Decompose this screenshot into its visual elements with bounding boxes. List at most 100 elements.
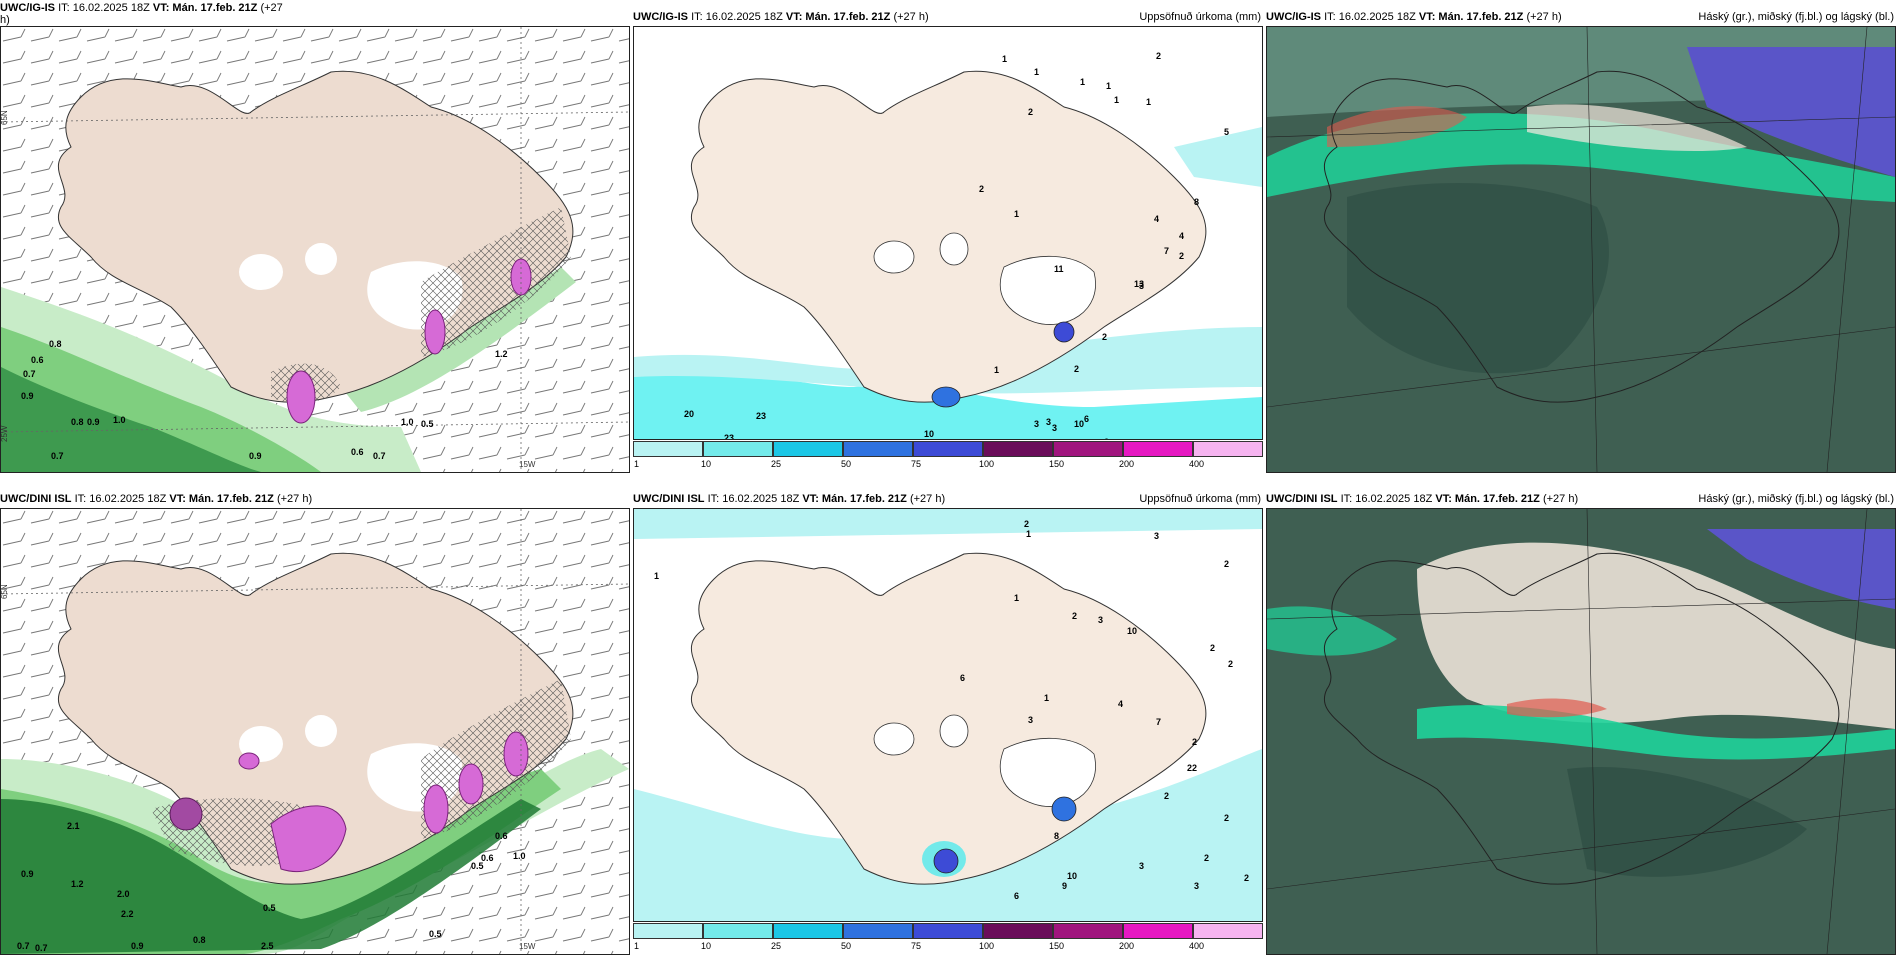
precip-core — [238, 752, 260, 770]
field-value: 0.6 — [481, 853, 494, 863]
model-label: UWC/IG-IS — [1266, 11, 1321, 23]
panel-top-middle: UWC/IG-IS IT: 16.02.2025 18Z VT: Mán. 17… — [633, 8, 1263, 478]
grid-lines — [1267, 27, 1895, 472]
field-value: 2 — [1179, 251, 1184, 261]
legend-label: 200 — [1119, 459, 1135, 469]
legend-swatch — [1123, 441, 1193, 457]
valid-time: VT: Mán. 17.feb. 21Z — [802, 493, 907, 505]
field-value: 10 — [1067, 871, 1077, 881]
field-value: 0.6 — [495, 831, 508, 841]
iceland-outline — [1323, 70, 1840, 403]
panel-top-right: UWC/IG-IS IT: 16.02.2025 18Z VT: Mán. 17… — [1266, 8, 1896, 478]
field-value: 22 — [1187, 763, 1197, 773]
field-value: 1 — [654, 571, 659, 581]
precip-core — [286, 370, 316, 424]
axis-label: 65N — [1, 584, 9, 599]
field-value: 1.2 — [71, 879, 84, 889]
precip-core — [169, 797, 203, 831]
precip-legend-labels: 1 10 25 50 75 100 150 200 400 — [633, 459, 1263, 471]
field-value: 1.0 — [113, 415, 126, 425]
legend-swatch — [1193, 923, 1263, 939]
field-values: 0.80.60.70.90.8 0.9 1.0 0.50.7 0.6 0.70.91.21… — [21, 339, 508, 461]
field-value: 0.9 — [249, 451, 262, 461]
hatch-region — [421, 207, 571, 357]
map-svg: 65N 25W 15W 0.80.60.70.90.8 0.9 1.0 0.50.7 0… — [1, 27, 629, 472]
field-values: 2.10.91.22.02.20.90.7 0.70.80.50.60.51.00… — [17, 821, 526, 953]
field-value: 1 — [1034, 67, 1039, 77]
field-value: 8 — [1054, 831, 1059, 841]
field-value: 1 — [1014, 209, 1019, 219]
map-svg: 121321231026124732222283210964924232423 — [634, 509, 1262, 921]
glacier — [999, 737, 1096, 807]
precip-sea-light — [634, 509, 1262, 539]
field-value: 0.5 — [263, 903, 276, 913]
field-value: 0.5 — [429, 929, 442, 939]
legend-label: 1 — [634, 941, 640, 951]
field-values: 1112111562844721113322121202323103332610 — [684, 51, 1229, 439]
field-value: 2 — [1192, 737, 1197, 747]
lead-time: (+27 — [260, 2, 283, 14]
glacier — [939, 232, 969, 266]
precip-band-dark — [1, 367, 261, 472]
precip-core — [424, 309, 446, 355]
legend-swatch — [983, 923, 1053, 939]
field-value: 0.9 — [87, 417, 100, 427]
precip-sea-light — [1174, 127, 1262, 187]
precip-core — [458, 763, 484, 805]
wind-precip-map: 65N 15W 2.1 0.9 1.2 2.0 2.2 0.9 0.7 0.7 0.8 0.5 0.… — [0, 508, 630, 955]
field-value: 9 — [1062, 881, 1067, 891]
field-value: 3 — [1046, 417, 1051, 427]
lead-time: (+27 h) — [893, 11, 929, 23]
legend-label: 150 — [1049, 941, 1065, 951]
init-time: IT: 16.02.2025 18Z — [74, 493, 167, 505]
field-value: 0.8 — [49, 339, 62, 349]
legend-label: 75 — [911, 459, 922, 469]
legend-swatch — [633, 441, 703, 457]
init-time: IT: 16.02.2025 18Z — [58, 2, 150, 14]
legend-swatch — [773, 923, 843, 939]
high-cloud-band — [1417, 705, 1895, 760]
field-value: 2.2 — [121, 909, 134, 919]
field-value: 6 — [1084, 414, 1089, 424]
init-time: IT: 16.02.2025 18Z — [1324, 11, 1416, 23]
lead-time: (+27 h) — [909, 493, 946, 505]
field-value: 2 — [1204, 853, 1209, 863]
legend-swatch — [913, 441, 983, 457]
model-label: UWC/DINI ISL — [1266, 493, 1338, 505]
field-value: 5 — [1224, 127, 1229, 137]
glacier — [305, 243, 337, 275]
field-value: 0.9 — [21, 869, 34, 879]
legend-swatch — [703, 441, 773, 457]
field-value: 6 — [1014, 891, 1019, 901]
legend-label: 10 — [701, 941, 712, 951]
field-value: 23 — [756, 411, 766, 421]
legend-label: 400 — [1189, 459, 1205, 469]
panel-top-left: UWC/IG-IS IT: 16.02.2025 18Z VT: Mán. 17… — [0, 2, 630, 478]
field-value: 1 — [1080, 77, 1085, 87]
valid-time: VT: Mán. 17.feb. 21Z — [169, 493, 274, 505]
field-value: 6 — [960, 673, 965, 683]
field-value: 23 — [724, 433, 734, 439]
mid-cloud-area — [1687, 47, 1895, 177]
precip-map: 121321231026124732222283210964924232423 — [633, 508, 1263, 922]
field-value: 11 — [1054, 264, 1064, 274]
legend-swatch — [983, 441, 1053, 457]
legend-swatch — [773, 441, 843, 457]
precip-core — [1053, 321, 1075, 343]
precip-core — [931, 386, 961, 408]
field-value: 2 — [1224, 813, 1229, 823]
legend-swatch — [1053, 441, 1123, 457]
precip-core — [270, 805, 347, 873]
legend-label: 100 — [979, 459, 995, 469]
low-cloud — [1347, 183, 1609, 374]
init-time: IT: 16.02.2025 18Z — [691, 11, 783, 23]
field-value: 1 — [1106, 81, 1111, 91]
grid-lines — [1267, 509, 1895, 954]
field-value: 2 — [979, 184, 984, 194]
field-value: 0.7 — [35, 943, 48, 953]
field-value: 3 — [1154, 531, 1159, 541]
valid-time: VT: Mán. 17.feb. 21Z — [1435, 493, 1540, 505]
lead-time-unit: h) — [0, 14, 10, 26]
iceland-outline — [1323, 552, 1840, 885]
axis-label: 25W — [1, 425, 9, 442]
